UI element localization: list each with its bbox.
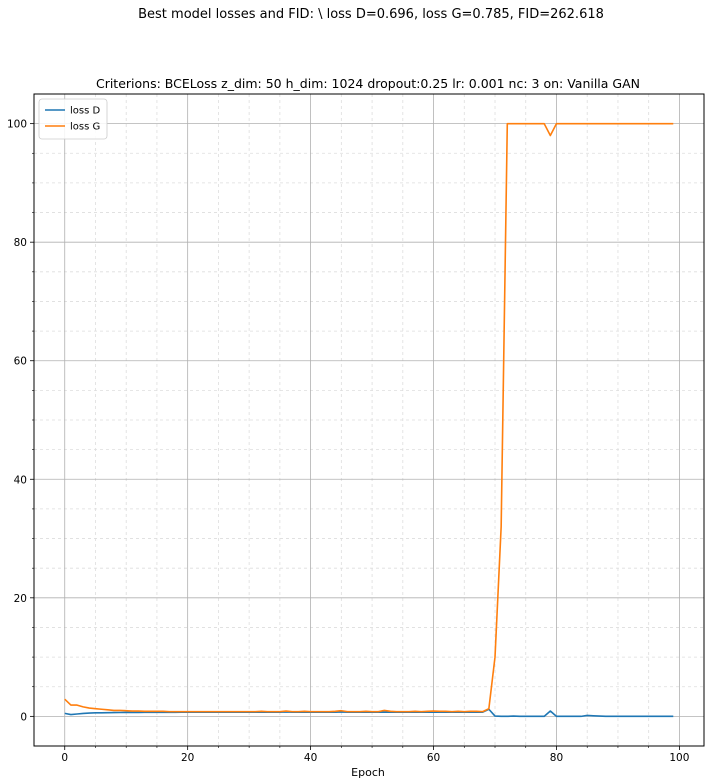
legend-label: loss D: [70, 106, 100, 117]
plot-area: 0 20 40 60 80 100 0 20 40 60 80 100: [7, 93, 705, 764]
y-tick-label: 60: [14, 356, 27, 368]
chart-title: Criterions: BCELoss z_dim: 50 h_dim: 102…: [96, 76, 640, 91]
minor-grid: [34, 94, 704, 746]
x-tick-label: 80: [550, 752, 563, 764]
x-tick-label: 60: [427, 752, 440, 764]
legend: loss D loss G: [38, 98, 108, 140]
x-axis: 0 20 40 60 80 100: [61, 746, 689, 764]
y-tick-label: 0: [20, 711, 27, 723]
series-line-loss-g: [64, 122, 674, 713]
x-tick-label: 20: [181, 752, 194, 764]
y-tick-label: 40: [14, 474, 27, 486]
legend-box: [38, 98, 108, 140]
x-tick-label: 0: [61, 752, 68, 764]
series-layer: [64, 122, 674, 718]
figure-suptitle: Best model losses and FID: \ loss D=0.69…: [138, 7, 604, 22]
y-tick-label: 80: [14, 237, 27, 249]
y-tick-label: 20: [14, 593, 27, 605]
y-tick-label: 100: [7, 119, 27, 131]
legend-label: loss G: [70, 122, 100, 133]
x-tick-label: 40: [304, 752, 317, 764]
major-grid: [34, 94, 704, 746]
y-axis: 0 20 40 60 80 100: [7, 119, 34, 723]
x-axis-label: Epoch: [351, 766, 385, 779]
x-tick-label: 100: [669, 752, 689, 764]
